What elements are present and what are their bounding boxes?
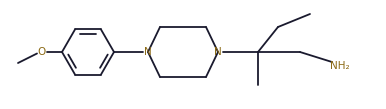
Text: N: N [214,47,222,57]
Text: NH₂: NH₂ [330,61,350,71]
Text: O: O [38,47,46,57]
Text: N: N [144,47,152,57]
